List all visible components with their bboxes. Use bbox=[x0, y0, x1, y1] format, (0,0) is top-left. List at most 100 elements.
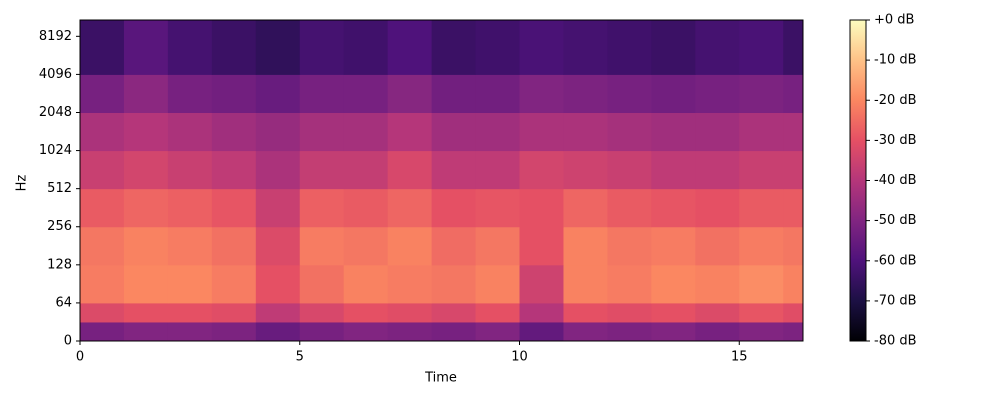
heatmap-cell bbox=[343, 150, 389, 190]
heatmap-cell bbox=[695, 264, 740, 304]
heatmap-cell bbox=[387, 112, 433, 152]
y-tick-label: 128 bbox=[47, 257, 72, 272]
heatmap-cell bbox=[431, 150, 477, 190]
heatmap-cell bbox=[123, 112, 169, 152]
colorbar-tick-label: -80 dB bbox=[874, 334, 917, 349]
heatmap-cell bbox=[519, 302, 564, 323]
heatmap-cell bbox=[80, 226, 125, 266]
heatmap-cell bbox=[123, 74, 169, 113]
heatmap-cell bbox=[343, 321, 389, 342]
heatmap-cell bbox=[783, 188, 804, 228]
heatmap-cell bbox=[739, 264, 784, 304]
heatmap-cell bbox=[563, 321, 608, 342]
heatmap-cell bbox=[475, 150, 521, 190]
heatmap-cell bbox=[167, 302, 213, 323]
y-tick-label: 4096 bbox=[39, 67, 72, 82]
heatmap-cell bbox=[299, 321, 345, 342]
heatmap-cell bbox=[651, 20, 696, 75]
heatmap-cell bbox=[387, 321, 433, 342]
heatmap-cell bbox=[783, 321, 804, 342]
heatmap-cell bbox=[651, 264, 696, 304]
heatmap-cell bbox=[519, 264, 564, 304]
heatmap-cell bbox=[343, 302, 389, 323]
heatmap-cell bbox=[607, 74, 652, 113]
heatmap-cell bbox=[651, 112, 696, 152]
heatmap-cell bbox=[739, 321, 784, 342]
heatmap-cell bbox=[695, 188, 740, 228]
heatmap-cell bbox=[519, 112, 564, 152]
heatmap-cell bbox=[123, 226, 169, 266]
heatmap-cell bbox=[563, 150, 608, 190]
heatmap-cell bbox=[299, 150, 345, 190]
heatmap-cell bbox=[387, 150, 433, 190]
x-tick-label: 0 bbox=[76, 350, 84, 365]
colorbar bbox=[849, 19, 867, 342]
heatmap-cell bbox=[607, 226, 652, 266]
heatmap-cell bbox=[739, 188, 784, 228]
heatmap-cell bbox=[255, 150, 301, 190]
heatmap-cell bbox=[167, 226, 213, 266]
heatmap-cell bbox=[167, 150, 213, 190]
heatmap-cell bbox=[211, 74, 257, 113]
y-tick-label: 0 bbox=[64, 334, 72, 349]
x-tick-label: 5 bbox=[296, 350, 304, 365]
heatmap-cell bbox=[475, 264, 521, 304]
heatmap-cell bbox=[475, 74, 521, 113]
heatmap-cell bbox=[123, 264, 169, 304]
heatmap-cell bbox=[167, 264, 213, 304]
heatmap-cell bbox=[431, 112, 477, 152]
colorbar-tick-label: -30 dB bbox=[874, 133, 917, 148]
heatmap-cell bbox=[651, 188, 696, 228]
colorbar-tick-label: +0 dB bbox=[874, 13, 914, 28]
heatmap-cell bbox=[123, 321, 169, 342]
heatmap-cell bbox=[519, 20, 564, 75]
heatmap-cell bbox=[343, 112, 389, 152]
heatmap-cell bbox=[563, 112, 608, 152]
heatmap-cell bbox=[211, 321, 257, 342]
heatmap-cell bbox=[431, 20, 477, 75]
heatmap-cell bbox=[299, 226, 345, 266]
heatmap-cell bbox=[431, 321, 477, 342]
heatmap-cell bbox=[123, 188, 169, 228]
heatmap-cell bbox=[651, 321, 696, 342]
heatmap-cell bbox=[695, 321, 740, 342]
heatmap-cell bbox=[607, 112, 652, 152]
y-tick-label: 1024 bbox=[39, 143, 72, 158]
colorbar-tick-label: -20 dB bbox=[874, 93, 917, 108]
heatmap-cell bbox=[123, 20, 169, 75]
heatmap-cell bbox=[739, 150, 784, 190]
heatmap-cell bbox=[343, 226, 389, 266]
heatmap-cell bbox=[167, 20, 213, 75]
heatmap-cell bbox=[255, 188, 301, 228]
heatmap-cell bbox=[167, 188, 213, 228]
heatmap-cell bbox=[80, 112, 125, 152]
heatmap-cell bbox=[299, 20, 345, 75]
heatmap-cell bbox=[739, 74, 784, 113]
heatmap-cell bbox=[475, 226, 521, 266]
heatmap-cell bbox=[255, 74, 301, 113]
heatmap-cell bbox=[167, 112, 213, 152]
heatmap-cell bbox=[343, 20, 389, 75]
heatmap-cell bbox=[563, 188, 608, 228]
heatmap-cell bbox=[431, 264, 477, 304]
colorbar-tick-label: -50 dB bbox=[874, 213, 917, 228]
heatmap-cell bbox=[299, 302, 345, 323]
heatmap-cell bbox=[255, 302, 301, 323]
heatmap-cell bbox=[783, 264, 804, 304]
heatmap-cell bbox=[387, 188, 433, 228]
heatmap-cell bbox=[475, 112, 521, 152]
heatmap-cell bbox=[519, 188, 564, 228]
heatmap-cell bbox=[343, 188, 389, 228]
heatmap-cell bbox=[783, 226, 804, 266]
heatmap-cell bbox=[211, 302, 257, 323]
heatmap-cell bbox=[80, 188, 125, 228]
x-tick-label: 10 bbox=[511, 350, 528, 365]
heatmap-cell bbox=[343, 264, 389, 304]
colorbar-tick-label: -10 dB bbox=[874, 53, 917, 68]
heatmap-cell bbox=[607, 302, 652, 323]
x-tick-label: 15 bbox=[731, 350, 748, 365]
heatmap-cell bbox=[739, 302, 784, 323]
heatmap-cell bbox=[211, 264, 257, 304]
heatmap-cell bbox=[563, 74, 608, 113]
